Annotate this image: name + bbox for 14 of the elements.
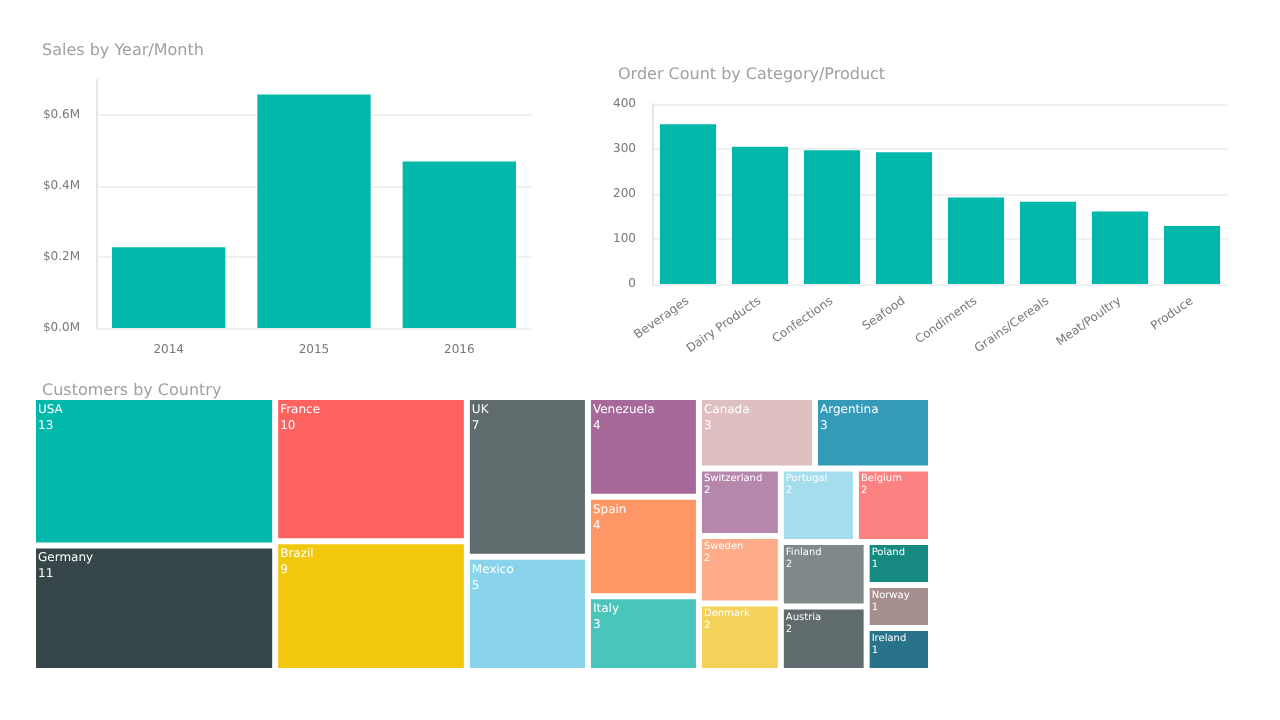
chart-title: Sales by Year/Month — [42, 41, 204, 59]
bar — [803, 150, 861, 284]
bar — [1091, 211, 1149, 284]
bar — [111, 247, 226, 328]
bar — [1019, 201, 1077, 284]
bar — [402, 161, 517, 328]
bar — [875, 152, 933, 284]
bar — [659, 124, 717, 284]
bar — [731, 146, 789, 284]
bar — [257, 94, 371, 328]
chart-title: Order Count by Category/Product — [618, 65, 886, 83]
bar — [1163, 225, 1221, 284]
text: Customers by Country — [42, 381, 222, 399]
bar — [947, 197, 1005, 284]
